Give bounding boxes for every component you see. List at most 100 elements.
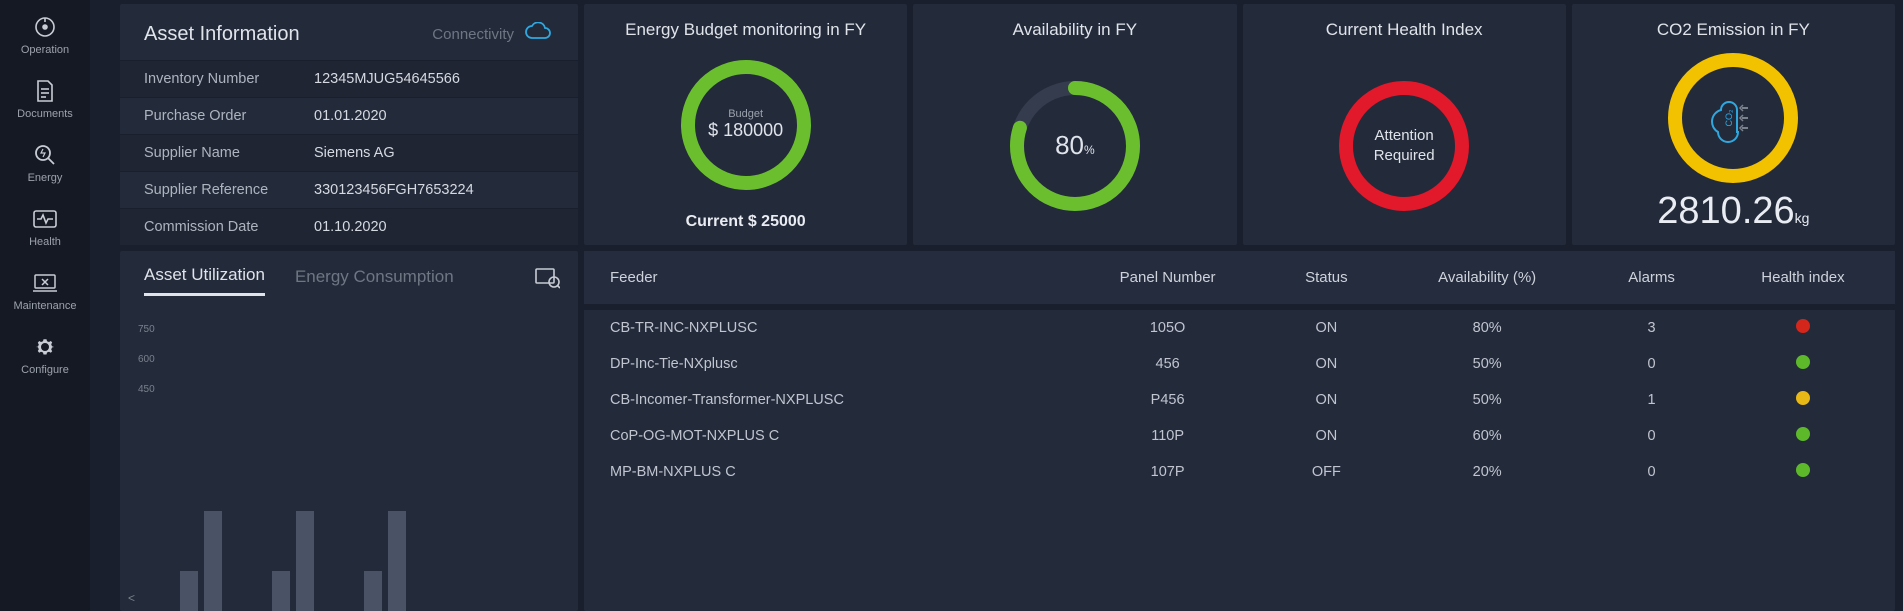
- availability: 50%: [1382, 382, 1592, 418]
- sidebar-item-documents[interactable]: Documents: [0, 68, 90, 132]
- health-dot-icon: [1796, 427, 1810, 441]
- sidebar-item-label: Operation: [21, 44, 69, 56]
- tab-asset-utilization[interactable]: Asset Utilization: [144, 265, 265, 296]
- main-content: Asset Information Connectivity Inventory…: [90, 0, 1903, 611]
- feeder-column-header: Panel Number: [1064, 251, 1270, 307]
- co2-ring: CO₂: [1663, 48, 1803, 188]
- feeder-name: MP-BM-NXPLUS C: [584, 454, 1064, 490]
- svg-text:CO₂: CO₂: [1724, 109, 1734, 127]
- feeder-column-header: Status: [1271, 251, 1382, 307]
- feeder-column-header: Alarms: [1592, 251, 1711, 307]
- bar: [272, 571, 290, 611]
- sidebar: Operation Documents Energy Health Mainte…: [0, 0, 90, 611]
- utilization-chart: 750 600 450 <: [120, 306, 578, 611]
- panel-number: 110P: [1064, 418, 1270, 454]
- connectivity-indicator: Connectivity: [432, 22, 554, 46]
- asset-info-title: Asset Information: [144, 23, 300, 46]
- health-index-cell: [1711, 307, 1895, 346]
- asset-info-row: Purchase Order01.01.2020: [120, 97, 578, 134]
- info-label: Supplier Reference: [144, 182, 314, 198]
- feeder-table: FeederPanel NumberStatusAvailability (%)…: [584, 251, 1895, 490]
- co2-tile: CO2 Emission in FY CO₂ 2810.26kg: [1572, 4, 1895, 245]
- availability: 50%: [1382, 346, 1592, 382]
- ytick: 450: [138, 384, 155, 395]
- bar: [180, 571, 198, 611]
- panel-number: P456: [1064, 382, 1270, 418]
- table-row[interactable]: MP-BM-NXPLUS C107POFF20%0: [584, 454, 1895, 490]
- asset-info-row: Inventory Number12345MJUG54645566: [120, 60, 578, 97]
- expand-chart-icon[interactable]: [534, 267, 560, 294]
- budget-value: $ 180000: [708, 120, 783, 141]
- health-dot-icon: [1796, 463, 1810, 477]
- table-row[interactable]: CB-Incomer-Transformer-NXPLUSCP456ON50%1: [584, 382, 1895, 418]
- health-line2: Required: [1374, 147, 1435, 164]
- heartbeat-icon: [32, 206, 58, 232]
- info-label: Inventory Number: [144, 71, 314, 87]
- bar: [204, 511, 222, 611]
- availability: 80%: [1382, 307, 1592, 346]
- top-row: Asset Information Connectivity Inventory…: [120, 4, 1895, 245]
- laptop-wrench-icon: [31, 270, 59, 296]
- tab-energy-consumption[interactable]: Energy Consumption: [295, 267, 454, 295]
- sidebar-item-health[interactable]: Health: [0, 196, 90, 260]
- alarms: 3: [1592, 307, 1711, 346]
- co2-cloud-icon: CO₂: [1663, 48, 1803, 188]
- health-dot-icon: [1796, 391, 1810, 405]
- health-dot-icon: [1796, 355, 1810, 369]
- info-label: Supplier Name: [144, 145, 314, 161]
- kpi-title: Current Health Index: [1326, 4, 1483, 46]
- table-row[interactable]: CB-TR-INC-NXPLUSC105OON80%3: [584, 307, 1895, 346]
- sidebar-item-maintenance[interactable]: Maintenance: [0, 260, 90, 324]
- kpi-title: Availability in FY: [1013, 4, 1137, 46]
- info-value: 12345MJUG54645566: [314, 71, 460, 87]
- feeder-column-header: Health index: [1711, 251, 1895, 307]
- table-row[interactable]: CoP-OG-MOT-NXPLUS C110PON60%0: [584, 418, 1895, 454]
- sidebar-item-configure[interactable]: Configure: [0, 324, 90, 388]
- status: OFF: [1271, 454, 1382, 490]
- sidebar-item-energy[interactable]: Energy: [0, 132, 90, 196]
- feeder-column-header: Availability (%): [1382, 251, 1592, 307]
- cloud-icon: [524, 22, 554, 46]
- asset-utilization-panel: Asset Utilization Energy Consumption 750…: [120, 251, 578, 611]
- health-dot-icon: [1796, 319, 1810, 333]
- alarms: 0: [1592, 418, 1711, 454]
- panel-number: 107P: [1064, 454, 1270, 490]
- availability: 20%: [1382, 454, 1592, 490]
- status: ON: [1271, 346, 1382, 382]
- sidebar-item-operation[interactable]: Operation: [0, 4, 90, 68]
- budget-label: Budget: [728, 108, 763, 120]
- health-index-cell: [1711, 382, 1895, 418]
- sidebar-item-label: Documents: [17, 108, 73, 120]
- feeder-name: CoP-OG-MOT-NXPLUS C: [584, 418, 1064, 454]
- sidebar-item-label: Configure: [21, 364, 69, 376]
- health-index-cell: [1711, 454, 1895, 490]
- asset-info-row: Commission Date01.10.2020: [120, 208, 578, 245]
- status: ON: [1271, 418, 1382, 454]
- health-index-tile: Current Health Index Attention Required: [1243, 4, 1566, 245]
- health-index-cell: [1711, 346, 1895, 382]
- alarms: 1: [1592, 382, 1711, 418]
- co2-unit: kg: [1795, 210, 1810, 226]
- bar-group: [364, 511, 406, 611]
- sidebar-item-label: Health: [29, 236, 61, 248]
- feeder-name: CB-Incomer-Transformer-NXPLUSC: [584, 382, 1064, 418]
- health-line1: Attention: [1375, 127, 1434, 144]
- availability-value: 80: [1055, 130, 1084, 160]
- bar-group: [272, 511, 314, 611]
- asset-info-header: Asset Information Connectivity: [120, 4, 578, 60]
- asset-information-panel: Asset Information Connectivity Inventory…: [120, 4, 578, 245]
- table-row[interactable]: DP-Inc-Tie-NXplusc456ON50%0: [584, 346, 1895, 382]
- sidebar-item-label: Energy: [28, 172, 63, 184]
- availability-ring: 80%: [1005, 76, 1145, 216]
- feeder-name: CB-TR-INC-NXPLUSC: [584, 307, 1064, 346]
- gear-icon: [34, 334, 56, 360]
- energy-budget-tile: Energy Budget monitoring in FY Budget $ …: [584, 4, 907, 245]
- ytick: 600: [138, 354, 155, 365]
- info-label: Purchase Order: [144, 108, 314, 124]
- panel-number: 105O: [1064, 307, 1270, 346]
- info-value: 01.01.2020: [314, 108, 387, 124]
- alarms: 0: [1592, 346, 1711, 382]
- info-value: 01.10.2020: [314, 219, 387, 235]
- target-icon: [33, 14, 57, 40]
- kpi-title: Energy Budget monitoring in FY: [625, 4, 866, 46]
